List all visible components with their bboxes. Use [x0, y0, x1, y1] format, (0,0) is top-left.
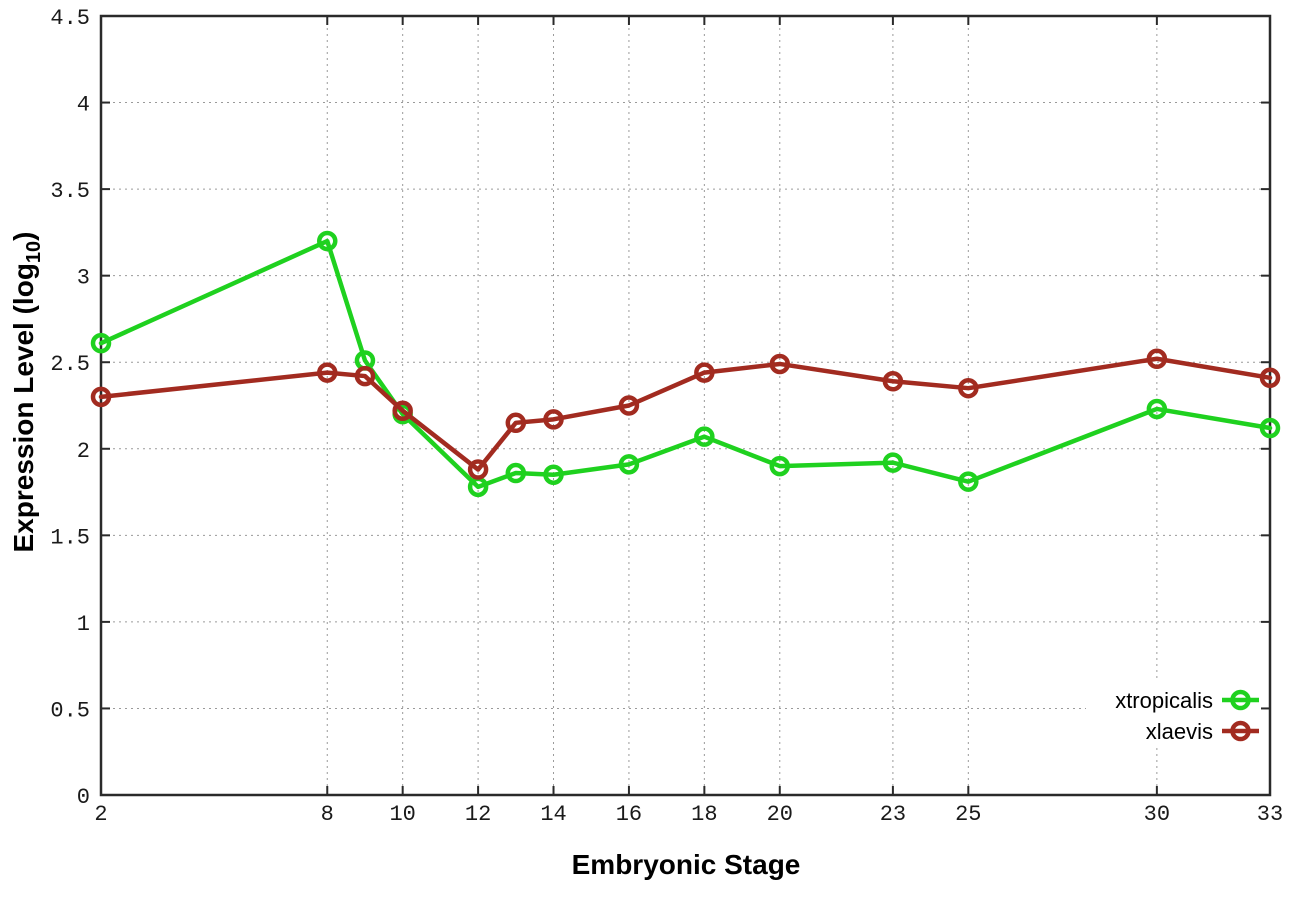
x-tick-label: 16 — [616, 802, 642, 827]
data-point-xtropicalis — [694, 426, 715, 447]
data-point-xtropicalis — [543, 464, 564, 485]
x-axis-title: Embryonic Stage — [571, 849, 801, 880]
y-tick-label: 4.5 — [50, 6, 90, 31]
data-point-xtropicalis — [317, 230, 338, 252]
plot-border — [99, 14, 1272, 797]
x-tick-label: 23 — [880, 802, 906, 827]
x-tick-label: 14 — [540, 802, 566, 827]
x-tick-label: 18 — [691, 802, 717, 827]
x-tick-label: 30 — [1144, 802, 1170, 827]
data-point-xlaevis — [882, 371, 904, 392]
series-line-xlaevis — [98, 356, 1273, 472]
data-point-xlaevis — [317, 362, 338, 383]
data-point-xlaevis — [1259, 367, 1281, 389]
data-point-xtropicalis — [505, 462, 527, 484]
data-point-xlaevis — [694, 362, 715, 383]
data-point-xlaevis — [769, 353, 791, 375]
x-tick-label: 20 — [767, 802, 793, 827]
x-tick-label: 12 — [465, 802, 491, 827]
y-tick-label: 0 — [77, 785, 90, 810]
data-point-xlaevis — [467, 459, 489, 480]
x-tick-label: 8 — [321, 802, 334, 827]
y-tick-label: 3 — [77, 266, 90, 291]
y-tick-label: 0.5 — [50, 698, 90, 723]
x-tick-label: 2 — [94, 802, 107, 827]
data-point-xlaevis — [392, 400, 413, 421]
y-tick-label: 1.5 — [50, 525, 90, 550]
y-axis-title-suffix: ) — [8, 231, 40, 241]
y-axis-title: Expression Level (log10) — [8, 232, 46, 553]
y-axis-title-subscript: 10 — [22, 240, 45, 264]
data-point-xlaevis — [543, 409, 564, 430]
data-point-xlaevis — [958, 377, 979, 399]
y-axis-title-main: Expression Level (log — [8, 263, 40, 553]
data-point-xlaevis — [1146, 348, 1168, 370]
data-point-xlaevis — [618, 395, 640, 416]
legend-label-xlaevis: xlaevis — [1146, 719, 1213, 744]
series-line-xtropicalis — [98, 238, 1273, 490]
x-tick-label: 25 — [955, 802, 981, 827]
data-point-xtropicalis — [769, 455, 791, 477]
data-point-xtropicalis — [882, 452, 904, 473]
data-point-xlaevis — [354, 365, 376, 387]
legend-label-xtropicalis: xtropicalis — [1115, 688, 1213, 713]
data-point-xtropicalis — [90, 332, 112, 354]
legend-sample-marker-xlaevis — [1230, 720, 1251, 742]
y-tick-label: 2.5 — [50, 352, 90, 377]
data-point-xtropicalis — [1259, 417, 1281, 439]
x-tick-label: 33 — [1257, 802, 1283, 827]
data-point-xlaevis — [90, 386, 112, 408]
legend-sample-marker-xtropicalis — [1230, 689, 1251, 711]
x-tick-label: 10 — [389, 802, 415, 827]
y-tick-label: 2 — [77, 439, 90, 464]
data-point-xtropicalis — [618, 454, 640, 475]
data-point-xlaevis — [505, 412, 527, 434]
data-point-xtropicalis — [1146, 398, 1168, 420]
y-tick-label: 1 — [77, 612, 90, 637]
y-tick-label: 3.5 — [50, 179, 90, 204]
y-tick-label: 4 — [77, 93, 90, 118]
data-point-xtropicalis — [958, 471, 979, 492]
